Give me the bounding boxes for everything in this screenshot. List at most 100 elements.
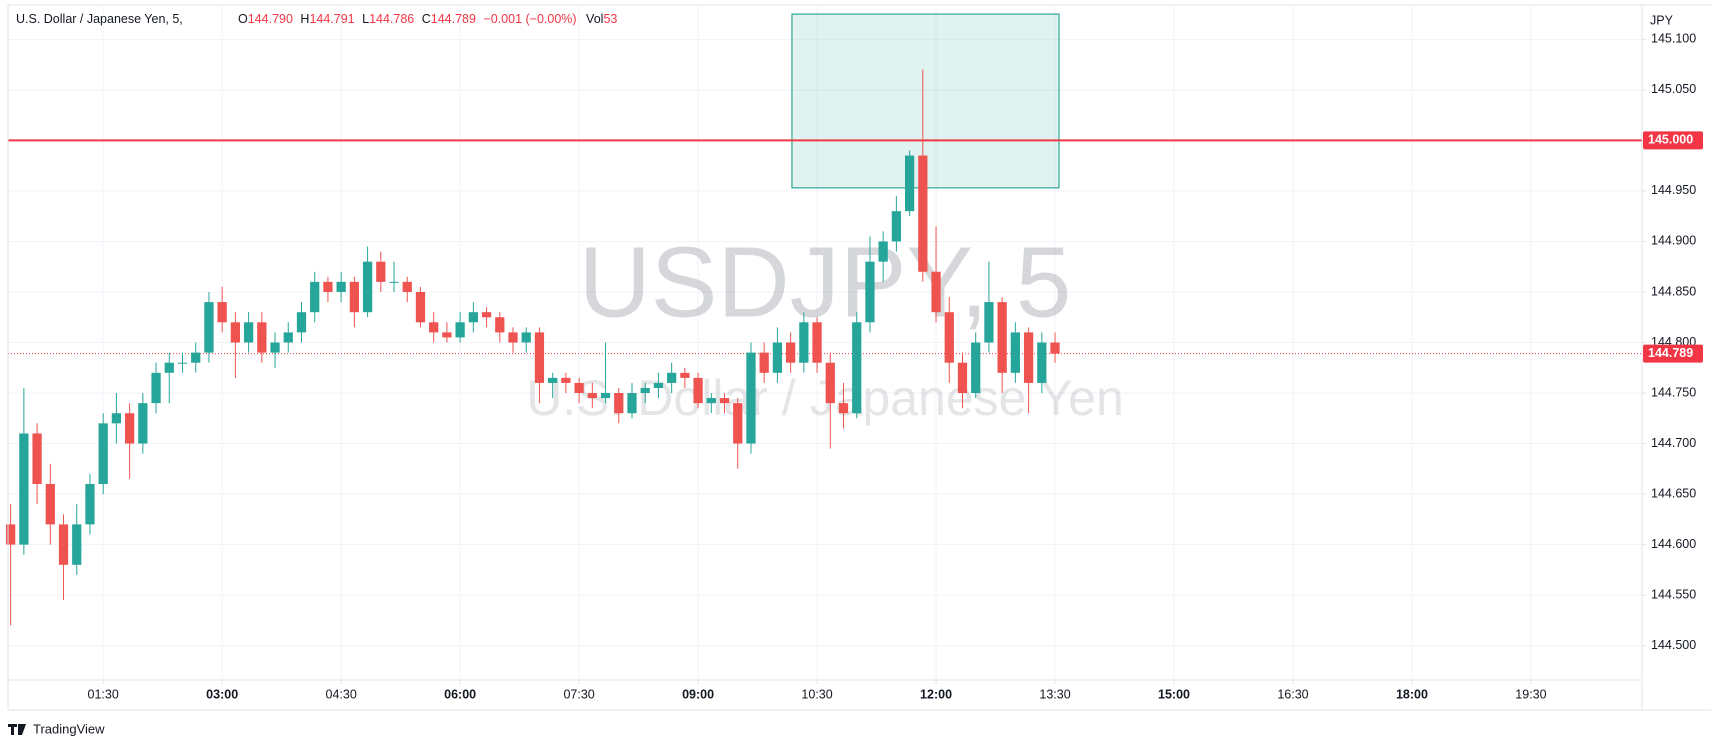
- candle-body: [548, 377, 558, 383]
- candle-body: [270, 342, 280, 353]
- candle-body: [455, 322, 465, 338]
- candle-body: [786, 342, 796, 363]
- candle-body: [587, 393, 597, 399]
- h-value: 144.791: [309, 12, 354, 26]
- y-tick-label: 144.950: [1651, 183, 1696, 197]
- l-value: 144.786: [369, 12, 414, 26]
- y-tick-label: 144.900: [1651, 234, 1696, 248]
- candle-body: [1050, 342, 1060, 354]
- candle-body: [772, 342, 783, 373]
- x-tick-label: 16:30: [1277, 687, 1308, 701]
- candle-body: [283, 332, 293, 343]
- candle-body: [918, 155, 928, 272]
- o-label: O: [238, 12, 248, 26]
- candle-body: [402, 281, 412, 292]
- candle-body: [561, 377, 571, 383]
- x-tick-label: 10:30: [801, 687, 832, 701]
- candle-body: [693, 377, 703, 404]
- candle-body: [614, 393, 624, 414]
- level-tag: [1643, 131, 1703, 150]
- candle-body: [349, 281, 359, 313]
- y-tick-label: 144.650: [1651, 486, 1696, 500]
- candle-body: [217, 302, 227, 323]
- candle-body: [799, 322, 809, 363]
- candle-body: [653, 382, 664, 388]
- candle-body: [759, 352, 769, 373]
- candle-body: [85, 483, 95, 525]
- candle-body: [957, 362, 968, 394]
- candle-body: [878, 241, 888, 262]
- candle-body: [124, 413, 135, 444]
- x-tick-label: 03:00: [206, 687, 238, 701]
- candle-body: [1037, 342, 1047, 383]
- brand: TradingView: [33, 721, 105, 736]
- candle-body: [852, 322, 862, 414]
- y-tick-label: 144.500: [1651, 638, 1696, 652]
- candle-body: [111, 413, 122, 424]
- candle-body: [667, 372, 677, 383]
- candle-body: [19, 433, 29, 545]
- last-price-tag: [1643, 344, 1703, 363]
- candle-body: [521, 332, 531, 343]
- vol-label: Vol: [586, 12, 603, 26]
- candle-body: [296, 312, 307, 333]
- y-tick-label: 144.850: [1651, 284, 1696, 298]
- candle-body: [534, 332, 545, 383]
- candle-body: [468, 312, 478, 323]
- candle-body: [706, 398, 716, 404]
- price-unit: JPY: [1650, 13, 1674, 27]
- candle-body: [6, 524, 16, 545]
- candle-body: [98, 423, 108, 484]
- x-tick-label: 06:00: [444, 687, 476, 701]
- x-tick-label: 18:00: [1396, 687, 1428, 701]
- c-value: 144.789: [431, 12, 476, 26]
- candle-body: [812, 322, 822, 363]
- candle-body: [746, 352, 756, 444]
- candle-body: [310, 281, 320, 313]
- candle-body: [495, 317, 505, 333]
- y-tick-label: 144.700: [1651, 436, 1696, 450]
- y-tick-label: 144.750: [1651, 385, 1696, 399]
- x-tick-label: 13:30: [1039, 687, 1070, 701]
- candle-body: [429, 322, 439, 333]
- x-tick-label: 15:00: [1158, 687, 1190, 701]
- plot: [6, 13, 1642, 626]
- candle-body: [323, 281, 333, 292]
- y-tick-label: 145.050: [1651, 82, 1696, 96]
- candle-body: [151, 372, 161, 404]
- candle-body: [362, 261, 373, 313]
- candle-body: [191, 352, 201, 363]
- candle-body: [442, 332, 452, 338]
- candle-body: [230, 322, 241, 343]
- candle-body: [825, 362, 835, 404]
- x-tick-label: 19:30: [1515, 687, 1546, 701]
- candle-body: [138, 403, 148, 444]
- vol-value: 53: [603, 12, 617, 26]
- candle-body: [574, 382, 584, 394]
- candle-body: [243, 322, 254, 343]
- candle-body: [508, 332, 518, 343]
- candle-body: [58, 524, 69, 565]
- level-label: 145.000: [1648, 133, 1693, 147]
- h-label: H: [300, 12, 309, 26]
- x-tick-label: 07:30: [563, 687, 594, 701]
- candle-body: [389, 281, 399, 283]
- y-tick-label: 144.550: [1651, 587, 1696, 601]
- last-price-label: 144.789: [1648, 346, 1693, 360]
- candle-body: [204, 302, 214, 353]
- candle-body: [627, 393, 637, 414]
- candle-body: [997, 302, 1007, 373]
- candle-body: [164, 362, 174, 373]
- y-tick-label: 144.600: [1651, 537, 1696, 551]
- x-tick-label: 01:30: [88, 687, 119, 701]
- x-tick-label: 09:00: [682, 687, 714, 701]
- candle-body: [376, 261, 386, 282]
- candle-body: [944, 312, 954, 363]
- candle-body: [32, 433, 42, 484]
- candle-body: [865, 261, 875, 323]
- candle-body: [733, 403, 743, 444]
- candle-body: [904, 155, 915, 212]
- candle-body: [72, 524, 82, 565]
- o-value: 144.790: [248, 12, 293, 26]
